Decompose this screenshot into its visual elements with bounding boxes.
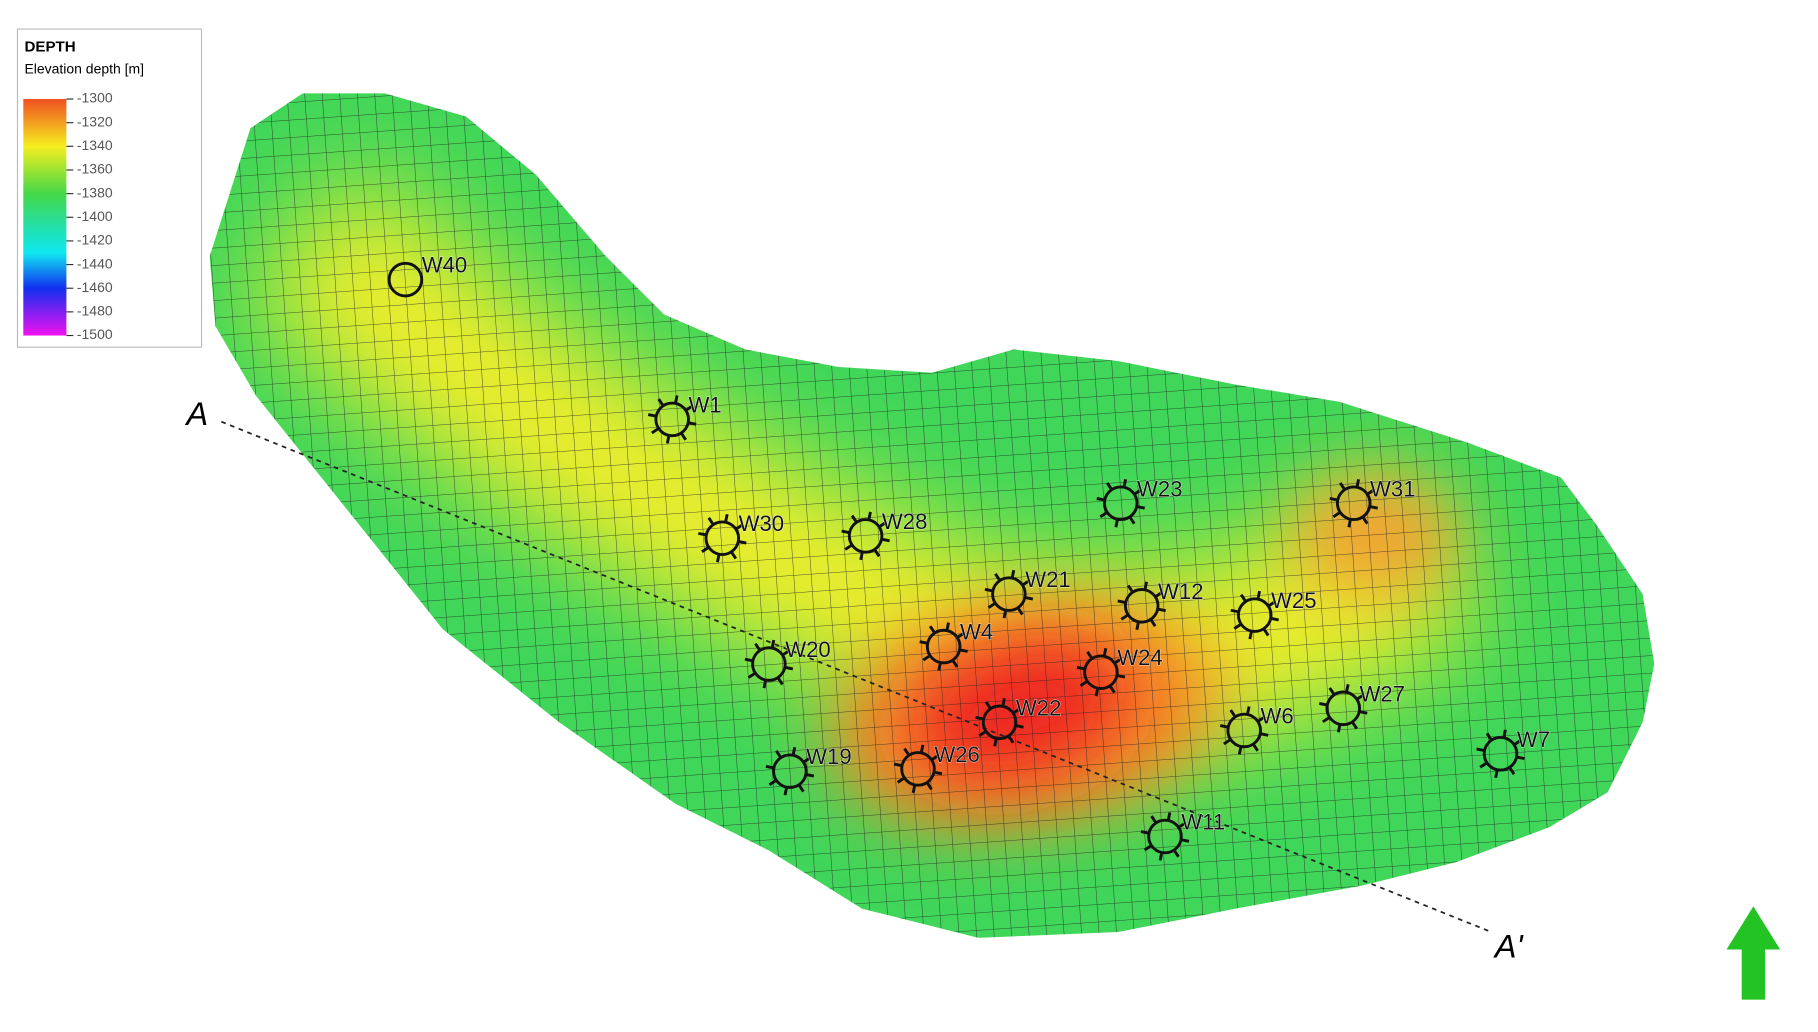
tick-label: -1380 — [77, 184, 113, 200]
well-spikes — [841, 511, 890, 561]
tick-label: -1420 — [77, 232, 113, 248]
well-label: W19 — [806, 744, 852, 769]
tick-label: -1360 — [77, 161, 113, 177]
well: W28 — [841, 509, 928, 561]
tick-label: -1300 — [77, 90, 113, 106]
well-symbol — [704, 520, 741, 556]
well-label: W31 — [1370, 476, 1416, 501]
well-symbol — [1335, 485, 1372, 522]
well-spikes — [1329, 479, 1378, 528]
well-spikes — [975, 698, 1024, 747]
well: W20 — [744, 637, 831, 689]
well: W27 — [1318, 681, 1406, 733]
well-label: W4 — [960, 620, 993, 645]
well-symbol — [900, 751, 936, 787]
well-label: W28 — [882, 509, 928, 534]
legend-subtitle: Elevation depth [m] — [24, 60, 144, 76]
section-start: A — [184, 395, 208, 432]
well-symbol — [1102, 485, 1139, 522]
well-symbol — [1325, 690, 1362, 727]
legend: DEPTH Elevation depth [m] -1300 -1320 -134… — [16, 28, 203, 348]
tick-label: -1460 — [77, 279, 113, 295]
well-spikes — [698, 513, 747, 563]
well-label: W7 — [1517, 727, 1550, 752]
tick-label: -1320 — [77, 113, 113, 129]
well-label: W20 — [785, 637, 831, 662]
section-line — [221, 420, 1492, 933]
well: W23 — [1096, 476, 1183, 528]
well-spikes — [647, 395, 697, 444]
well-label: W12 — [1158, 579, 1204, 604]
well-label: W25 — [1271, 588, 1316, 613]
well-symbol — [925, 628, 962, 665]
tick-label: -1400 — [77, 208, 113, 224]
well-spikes — [893, 744, 943, 794]
well-symbol — [654, 401, 690, 438]
color-bar — [23, 99, 67, 336]
well-spikes — [1096, 479, 1145, 528]
well-spikes — [919, 622, 968, 671]
well-symbol — [1236, 597, 1273, 633]
well-symbol — [1123, 588, 1160, 624]
well-symbol — [1083, 654, 1119, 690]
well-symbol — [1482, 735, 1519, 772]
well: W19 — [765, 744, 852, 796]
well-symbol — [387, 261, 424, 298]
well-spikes — [1219, 706, 1269, 755]
well: W21 — [984, 567, 1071, 619]
well-symbol — [772, 753, 808, 789]
well-spikes — [1318, 684, 1368, 733]
well: W7 — [1476, 726, 1550, 779]
tick-label: -1440 — [77, 255, 113, 271]
well-symbol — [847, 518, 884, 554]
well-symbol — [1226, 712, 1262, 749]
well-label: W1 — [689, 392, 722, 417]
well-symbol — [1147, 818, 1183, 855]
well-label: W30 — [739, 511, 785, 536]
well-label: W26 — [934, 742, 980, 767]
well: W12 — [1117, 578, 1204, 631]
well-label: W22 — [1016, 695, 1061, 720]
well-spikes — [1117, 581, 1166, 631]
well-label: W6 — [1261, 703, 1294, 728]
well: W11 — [1140, 809, 1226, 861]
well: W1 — [647, 392, 722, 444]
well: W30 — [698, 511, 785, 563]
well: W24 — [1076, 645, 1163, 697]
well-spikes — [1230, 590, 1279, 640]
well-spikes — [1076, 647, 1126, 697]
well-label: W21 — [1025, 567, 1071, 592]
well-label: W27 — [1360, 681, 1406, 706]
well: W22 — [975, 695, 1062, 747]
well-spikes — [765, 746, 815, 796]
well-label: W11 — [1181, 809, 1225, 834]
well: W4 — [919, 619, 993, 671]
tick-label: -1480 — [77, 303, 113, 319]
well: W40 — [387, 252, 468, 298]
well-label: W23 — [1137, 476, 1183, 501]
well-symbol — [751, 646, 787, 682]
legend-title: DEPTH — [24, 38, 75, 55]
wells: W40 W1 W30 W28 W23 W31 W21 W12 W25 W4 W24 W20 W22 W6 W… — [387, 252, 1550, 861]
well: W25 — [1230, 588, 1317, 640]
well: W6 — [1219, 703, 1294, 755]
well: W26 — [893, 742, 980, 794]
well-spikes — [1140, 812, 1190, 861]
north-arrow — [1726, 906, 1781, 1000]
well-spikes — [744, 639, 794, 689]
well-symbol — [981, 704, 1018, 741]
well-symbol — [991, 576, 1027, 612]
legend-ticks: -1300 -1320 -1340 -1360 -1380 -1400 -1420 -1440… — [66, 90, 113, 342]
well-label: W40 — [422, 253, 468, 278]
tick-label: -1500 — [77, 326, 113, 342]
well-label: W24 — [1117, 645, 1163, 670]
tick-label: -1340 — [77, 137, 113, 153]
well: W31 — [1329, 476, 1416, 528]
section-end: A' — [1493, 928, 1525, 965]
well-spikes — [984, 569, 1034, 619]
well-spikes — [1476, 729, 1525, 779]
